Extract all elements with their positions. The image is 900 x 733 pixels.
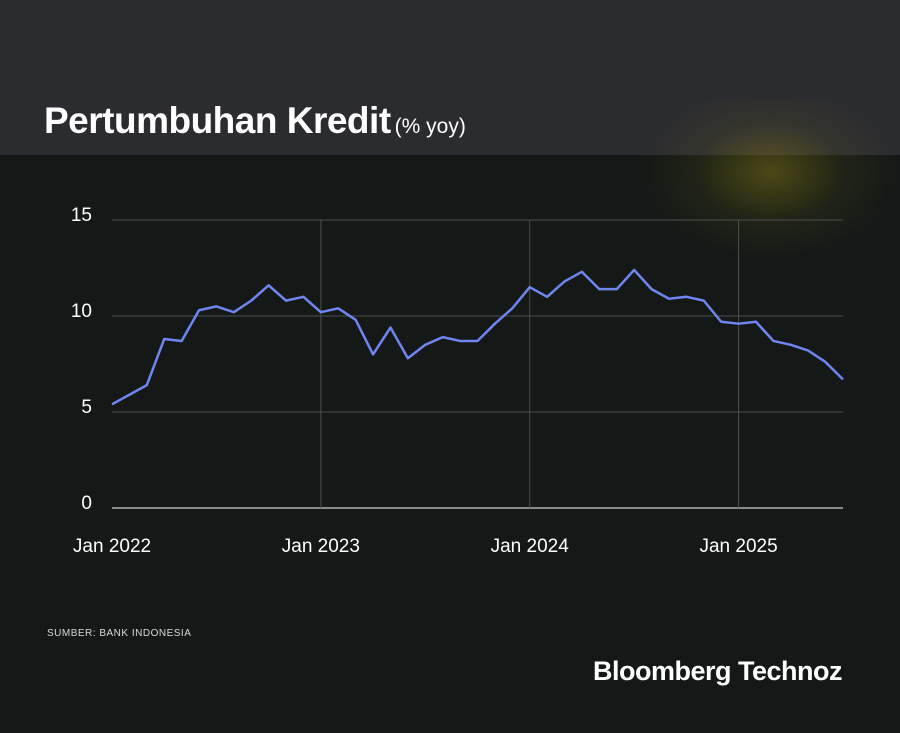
- y-tick-label: 5: [81, 397, 92, 418]
- source-note: SUMBER: BANK INDONESIA: [47, 628, 192, 639]
- x-tick-label: Jan 2023: [282, 536, 360, 557]
- x-tick-label: Jan 2025: [699, 536, 777, 557]
- brand-logo: Bloomberg Technoz: [592, 656, 843, 686]
- y-tick-label: 10: [71, 301, 92, 322]
- y-tick-label: 15: [71, 205, 92, 226]
- x-tick-label: Jan 2022: [73, 536, 151, 557]
- header-band: [0, 0, 900, 155]
- y-tick-label: 0: [81, 493, 92, 514]
- chart-title: Pertumbuhan Kredit: [44, 100, 391, 141]
- x-tick-label: Jan 2024: [491, 536, 570, 557]
- data-line: [111, 268, 844, 406]
- title-block: Pertumbuhan Kredit (% yoy): [44, 100, 466, 142]
- chart-subtitle: (% yoy): [394, 115, 466, 138]
- glow: [640, 100, 900, 260]
